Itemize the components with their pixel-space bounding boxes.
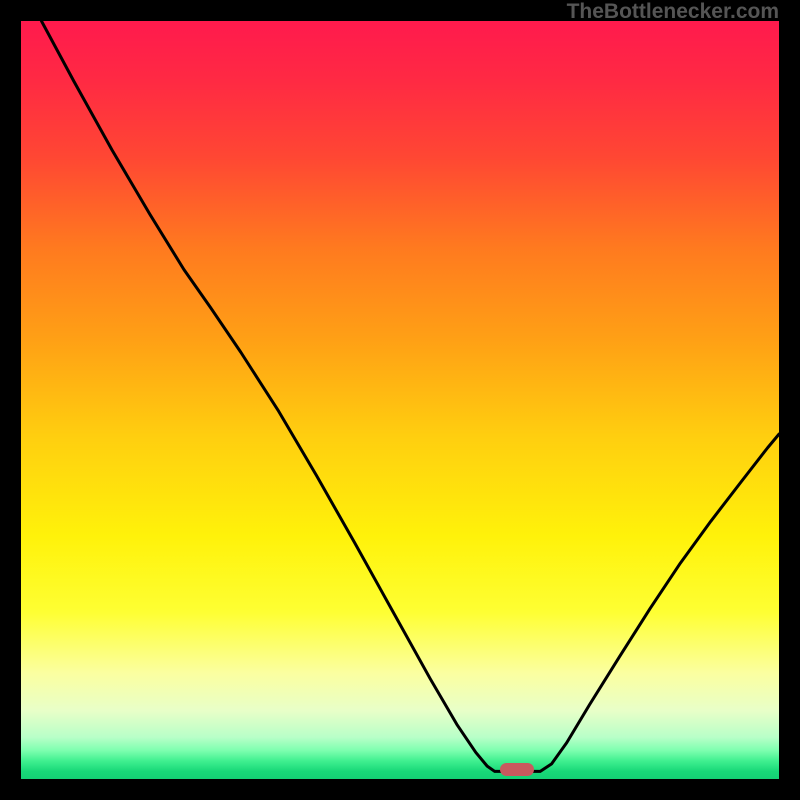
gradient-background [21, 21, 779, 779]
chart-container: TheBottlenecker.com [0, 0, 800, 800]
optimal-point-marker [500, 763, 534, 776]
plot-area [21, 21, 779, 779]
bottleneck-curve [21, 21, 779, 779]
watermark-text: TheBottlenecker.com [567, 0, 779, 24]
